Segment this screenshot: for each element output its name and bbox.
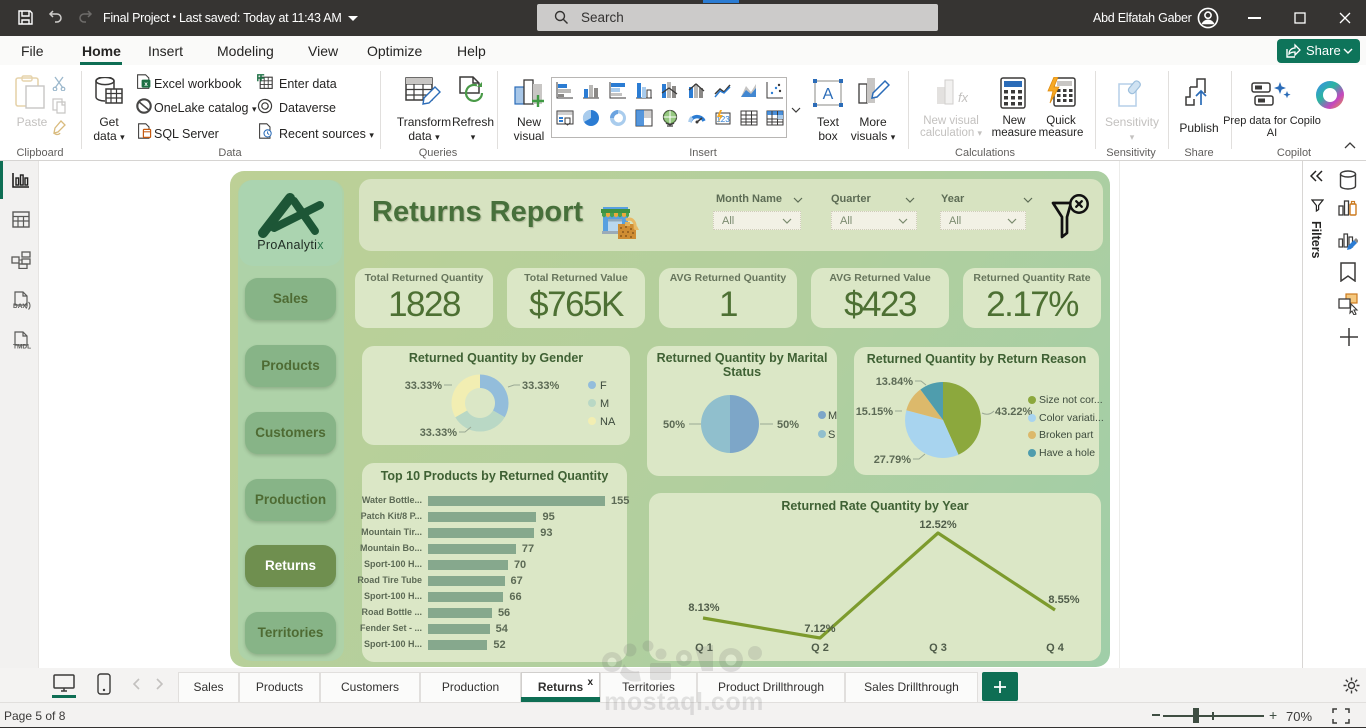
svg-text:Q 1: Q 1	[695, 642, 713, 654]
svg-text:x: x	[144, 81, 148, 88]
svg-text:M: M	[600, 398, 609, 410]
svg-text:fx: fx	[958, 90, 968, 105]
svg-text:33.33%: 33.33%	[405, 380, 443, 392]
svg-text:33.33%: 33.33%	[522, 380, 560, 392]
svg-text:15.15%: 15.15%	[856, 406, 894, 418]
svg-text:Q 2: Q 2	[811, 642, 829, 654]
svg-text:F: F	[600, 380, 607, 392]
svg-text:33.33%: 33.33%	[420, 427, 458, 439]
svg-text:TMDL: TMDL	[13, 344, 31, 351]
svg-text:DAX: DAX	[13, 303, 27, 310]
svg-text:50%: 50%	[663, 419, 685, 431]
svg-text:8.55%: 8.55%	[1048, 594, 1079, 606]
svg-text:7.12%: 7.12%	[804, 623, 835, 635]
svg-text:8.13%: 8.13%	[688, 602, 719, 614]
svg-text:123: 123	[716, 115, 730, 124]
svg-text:Q 3: Q 3	[929, 642, 947, 654]
svg-text:43.22%: 43.22%	[995, 406, 1033, 418]
svg-text:50%: 50%	[777, 419, 799, 431]
svg-text:27.79%: 27.79%	[874, 454, 912, 466]
svg-text:M: M	[828, 410, 837, 422]
svg-text:NA: NA	[600, 416, 616, 428]
svg-text:A: A	[823, 86, 834, 103]
svg-text:12.52%: 12.52%	[919, 519, 957, 531]
svg-text:Q 4: Q 4	[1046, 642, 1065, 654]
svg-text:S: S	[828, 429, 835, 441]
svg-text:13.84%: 13.84%	[876, 376, 914, 388]
